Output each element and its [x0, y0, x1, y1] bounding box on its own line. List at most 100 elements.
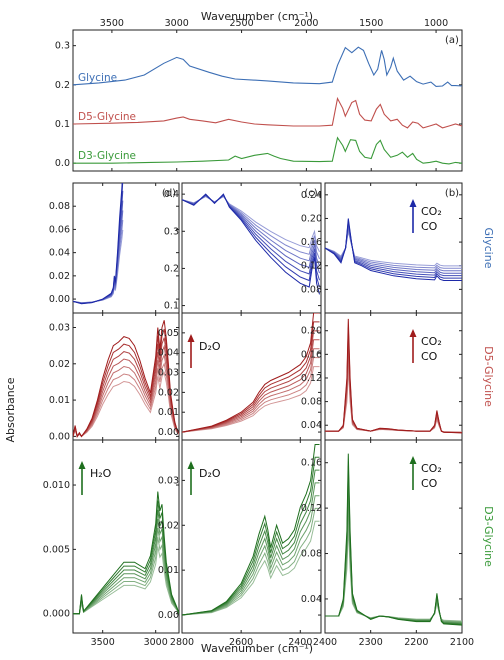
arrow-head [187, 461, 195, 469]
y-tick-label: 0.03 [158, 368, 179, 379]
annotation-text: CO [421, 350, 438, 363]
series-line [182, 193, 320, 295]
series-line [182, 520, 320, 616]
panel-gly-c: 0.1 0.2 0.3 0.4 (c) [164, 182, 322, 314]
panel-label: (c) [304, 188, 317, 199]
x-tick-label: 3500 [91, 637, 115, 648]
y-tick-label: 0.12 [301, 503, 322, 514]
series-line [325, 335, 462, 434]
annotation-text: CO₂ [421, 462, 442, 475]
series-line [73, 46, 462, 87]
y-tick-label: 0.3 [55, 41, 70, 52]
y-tick-label: 0.08 [301, 284, 322, 295]
y-tick-label: 0.2 [164, 263, 179, 274]
series-label: D3-Glycine [78, 150, 136, 162]
series-line [182, 313, 320, 433]
plot-frame [324, 439, 463, 634]
series-line [325, 453, 462, 626]
y-tick-label: 0.0 [55, 158, 70, 169]
plot-frame [324, 312, 463, 441]
y-tick-label: 0.3 [164, 226, 179, 237]
panel-d3-c: 0.00 0.01 0.02 0.03 2800 2600 2400 D₂O [158, 439, 322, 648]
panel-d3-d: 0.000 0.005 0.010 3500 3000 H₂O [43, 439, 180, 648]
x-tick-label: 1000 [424, 18, 448, 29]
series-line [73, 183, 123, 305]
arrow-head [409, 329, 417, 337]
x-tick-label: 2400 [313, 637, 337, 648]
series-label: D5-Glycine [78, 111, 136, 123]
plot-frame [181, 439, 322, 634]
y-tick-label: 0.04 [49, 248, 70, 259]
y-tick-label: 0.02 [49, 359, 70, 370]
annotation-text: D₂O [199, 467, 221, 480]
y-tick-label: 0.00 [158, 610, 179, 621]
plot-frame [72, 182, 180, 314]
y-tick-label: 0.000 [43, 609, 70, 620]
series-line [182, 357, 320, 433]
y-tick-label: 0.08 [49, 201, 70, 212]
x-tick-label: 2600 [229, 637, 253, 648]
series-line [182, 507, 320, 616]
y-tick-label: 0.03 [158, 475, 179, 486]
y-tick-label: 0.4 [164, 189, 179, 200]
annotation-text: D₂O [199, 340, 221, 353]
x-tick-label: 2500 [229, 18, 253, 29]
x-tick-label: 3000 [165, 18, 189, 29]
y-tick-label: 0.08 [301, 549, 322, 560]
series-line [73, 136, 462, 165]
series-line [73, 320, 179, 438]
series-line [325, 344, 462, 433]
row-label: Glycine [482, 228, 495, 269]
x-tick-label: 1500 [359, 18, 383, 29]
plot-frame [72, 29, 463, 172]
y-tick-label: 0.03 [49, 323, 70, 334]
y-tick-label: 0.12 [301, 261, 322, 272]
y-tick-label: 0.1 [164, 301, 179, 312]
arrow-head [409, 199, 417, 207]
x-tick-label: 2000 [294, 18, 318, 29]
series-line [182, 456, 320, 616]
y-tick-label: 0.20 [301, 213, 322, 224]
panel-top: 0.0 0.1 0.2 0.3 3500 3000 2500 2000 1500 1000 Glyc… [55, 18, 463, 172]
series-line [182, 495, 320, 616]
row-label: D5-Glycine [482, 346, 495, 407]
series-line [182, 339, 320, 433]
series-line [182, 330, 320, 433]
y-tick-label: 0.04 [301, 420, 322, 431]
y-tick-label: 0.05 [158, 328, 179, 339]
series-line [325, 218, 462, 281]
annotation-text: CO₂ [421, 335, 442, 348]
x-tick-label: 2200 [404, 637, 428, 648]
curves [73, 491, 179, 615]
curves [73, 183, 124, 305]
series-line [325, 318, 462, 434]
panel-label: (b) [445, 188, 459, 199]
series-line [182, 482, 320, 616]
arrow-head [187, 334, 195, 342]
y-tick-label: 0.02 [158, 520, 179, 531]
curves [325, 318, 462, 434]
series-line [182, 195, 320, 260]
y-tick-label: 0.01 [49, 395, 70, 406]
arrow-head [409, 456, 417, 464]
y-tick-label: 0.00 [158, 427, 179, 438]
bottom-x-axis-title: Wavenumber (cm⁻¹) [201, 642, 313, 655]
panel-d5-d: 0.00 0.01 0.02 0.03 [49, 312, 180, 442]
y-tick-label: 0.04 [301, 594, 322, 605]
annotation-text: CO [421, 220, 438, 233]
x-tick-label: 3000 [144, 637, 168, 648]
y-tick-label: 0.00 [49, 294, 70, 305]
y-tick-label: 0.08 [301, 397, 322, 408]
arrow-head [78, 461, 86, 469]
curves [325, 218, 462, 281]
y-tick-label: 0.20 [301, 326, 322, 337]
series-line [182, 348, 320, 433]
y-tick-label: 0.06 [49, 224, 70, 235]
y-tick-label: 0.16 [301, 458, 322, 469]
series-line [182, 195, 320, 253]
curves [182, 313, 320, 433]
series-label: Glycine [78, 72, 117, 84]
series-line [182, 444, 320, 616]
series-line [73, 328, 179, 438]
